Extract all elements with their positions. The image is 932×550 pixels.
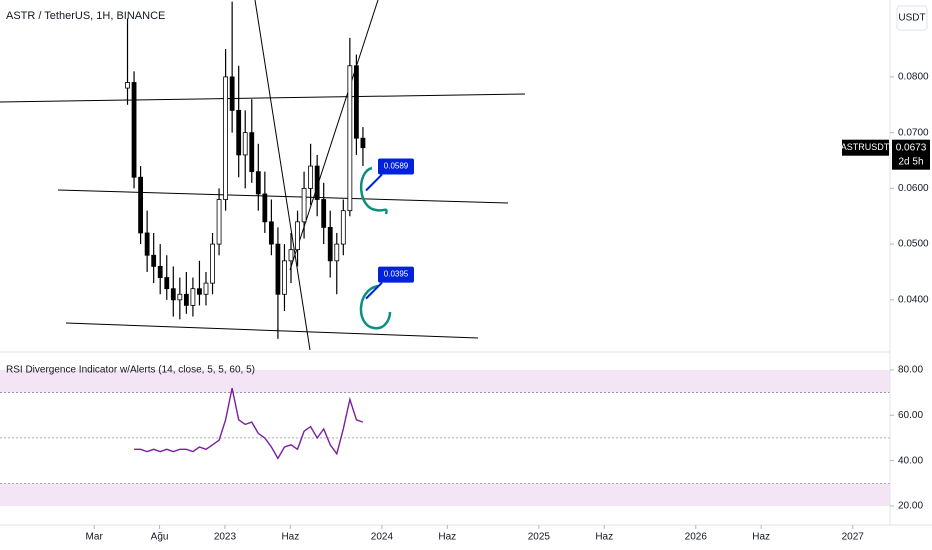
candle-body bbox=[177, 293, 183, 301]
background-layer bbox=[0, 369, 890, 506]
y-tick-label: 0.0500 bbox=[898, 239, 929, 250]
x-tick-label: Haz bbox=[595, 532, 613, 543]
candle-body bbox=[275, 243, 281, 295]
candle-body bbox=[242, 132, 248, 156]
rsi-line bbox=[134, 387, 364, 460]
price-tag-label: 0.0673 bbox=[896, 142, 927, 153]
x-tick-label: 2027 bbox=[842, 532, 865, 543]
symbol-tag bbox=[842, 139, 889, 156]
x-tick-label: Mar bbox=[86, 532, 104, 543]
price-tag bbox=[892, 139, 930, 170]
y-tick-label: 0.0400 bbox=[898, 294, 929, 305]
candle-body bbox=[314, 165, 320, 200]
trend-line bbox=[254, 0, 311, 351]
y-tick-label: 0.0800 bbox=[898, 72, 929, 83]
candle-body bbox=[210, 243, 215, 284]
currency: USDT bbox=[898, 13, 925, 24]
candle-body bbox=[360, 137, 366, 149]
candle-body bbox=[190, 288, 196, 306]
annotation-label: 0.0589 bbox=[384, 162, 409, 171]
candle-body bbox=[295, 221, 300, 251]
x-tick-label: Haz bbox=[438, 532, 456, 543]
candle-body bbox=[236, 109, 242, 156]
candle-body bbox=[170, 288, 176, 301]
x-tick-label: Haz bbox=[281, 532, 299, 543]
candle-body bbox=[138, 176, 143, 234]
x-tick-label: 2023 bbox=[214, 532, 237, 543]
candle-body bbox=[353, 65, 359, 139]
x-tick-label: 2024 bbox=[371, 532, 394, 543]
annotation-arrow bbox=[365, 173, 383, 192]
candle-body bbox=[164, 277, 170, 290]
candle-body bbox=[262, 193, 268, 223]
y-tick-label: 0.0700 bbox=[898, 127, 929, 138]
candle-body bbox=[151, 254, 157, 267]
candle-body bbox=[334, 243, 340, 262]
y-tick-label: 0.0600 bbox=[898, 183, 929, 194]
candle-body bbox=[288, 249, 294, 262]
indicator-title: RSI Divergence Indicator w/Alerts (14, c… bbox=[6, 365, 255, 376]
candle-body bbox=[268, 221, 274, 245]
candle-body bbox=[327, 226, 333, 262]
candle-body bbox=[340, 210, 346, 245]
trend-line bbox=[65, 322, 479, 339]
y-tick-label: 40.00 bbox=[898, 455, 923, 466]
drawings bbox=[0, 0, 526, 351]
candle-body bbox=[183, 293, 189, 306]
trend-line bbox=[0, 93, 526, 103]
candle-body bbox=[301, 187, 307, 223]
symbol-tag-label: ASTRUSDT bbox=[841, 142, 890, 152]
candle-body bbox=[131, 82, 137, 178]
trend-line bbox=[289, 0, 379, 271]
candle-body bbox=[321, 199, 327, 228]
x-tick-label: Ağu bbox=[151, 532, 169, 543]
trend-line bbox=[57, 189, 509, 204]
candle-body bbox=[249, 132, 255, 173]
circle-mark bbox=[359, 284, 392, 330]
rsi-band bbox=[0, 483, 890, 506]
candle-body bbox=[216, 199, 222, 245]
candle-body bbox=[157, 266, 163, 278]
y-tick-label: 20.00 bbox=[898, 501, 923, 512]
y-tick-label: 60.00 bbox=[898, 410, 923, 421]
x-tick-label: Haz bbox=[752, 532, 770, 543]
candle-body bbox=[144, 232, 150, 256]
hand-drawn-circles bbox=[359, 166, 392, 330]
candle-body bbox=[229, 76, 235, 111]
currency-button[interactable] bbox=[896, 5, 928, 31]
rsi-band bbox=[0, 369, 890, 393]
candle-body bbox=[223, 76, 229, 200]
candle-body bbox=[125, 82, 130, 89]
x-tick-label: 2025 bbox=[528, 532, 551, 543]
candle-body bbox=[282, 260, 287, 295]
x-tick-label: 2026 bbox=[685, 532, 708, 543]
candle-body bbox=[197, 288, 202, 295]
candle-body bbox=[255, 171, 261, 195]
annotation-box bbox=[378, 158, 414, 175]
annotation-arrow bbox=[365, 281, 383, 300]
countdown-label: 2d 5h bbox=[898, 156, 923, 167]
annotation-label: 0.0395 bbox=[384, 270, 409, 279]
candle-body bbox=[308, 165, 314, 189]
circle-mark bbox=[359, 166, 388, 215]
candle-body bbox=[347, 65, 353, 212]
y-tick-label: 80.00 bbox=[898, 365, 923, 376]
candle-body bbox=[203, 282, 209, 295]
annotation-box bbox=[378, 266, 414, 283]
symbol-title: ASTR / TetherUS, 1H, BINANCE bbox=[6, 10, 165, 22]
